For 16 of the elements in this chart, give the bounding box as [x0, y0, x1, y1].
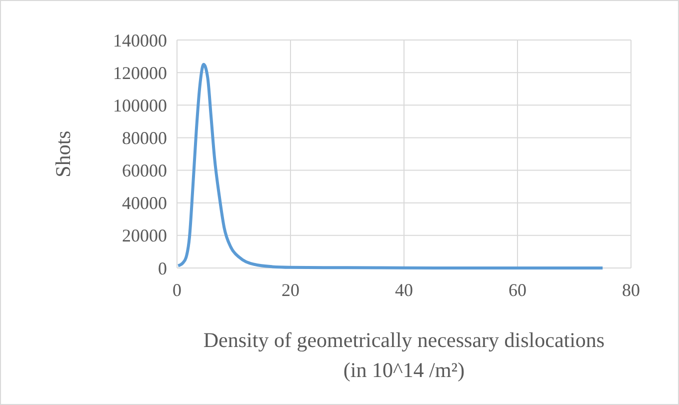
y-tick-label: 100000: [113, 95, 167, 116]
x-tick-label: 20: [282, 280, 300, 300]
x-tick-label: 0: [172, 280, 182, 300]
y-tick-label: 20000: [122, 226, 167, 246]
y-tick-label: 80000: [122, 128, 167, 148]
y-axis-title: Shots: [51, 130, 75, 178]
y-tick-label: 120000: [113, 62, 167, 83]
x-tick-label: 40: [395, 280, 413, 300]
x-tick-label: 80: [622, 280, 640, 300]
y-tick-label: 40000: [122, 193, 167, 214]
line-series: [176, 62, 604, 270]
y-tick-label: 60000: [122, 160, 167, 181]
y-tick-label: 0: [158, 258, 167, 278]
x-axis-title: Density of geometrically necessary dislocations (in 10^14 /m²): [203, 328, 605, 382]
x-tick-label: 60: [508, 280, 526, 300]
y-tick-label: 140000: [113, 30, 167, 50]
